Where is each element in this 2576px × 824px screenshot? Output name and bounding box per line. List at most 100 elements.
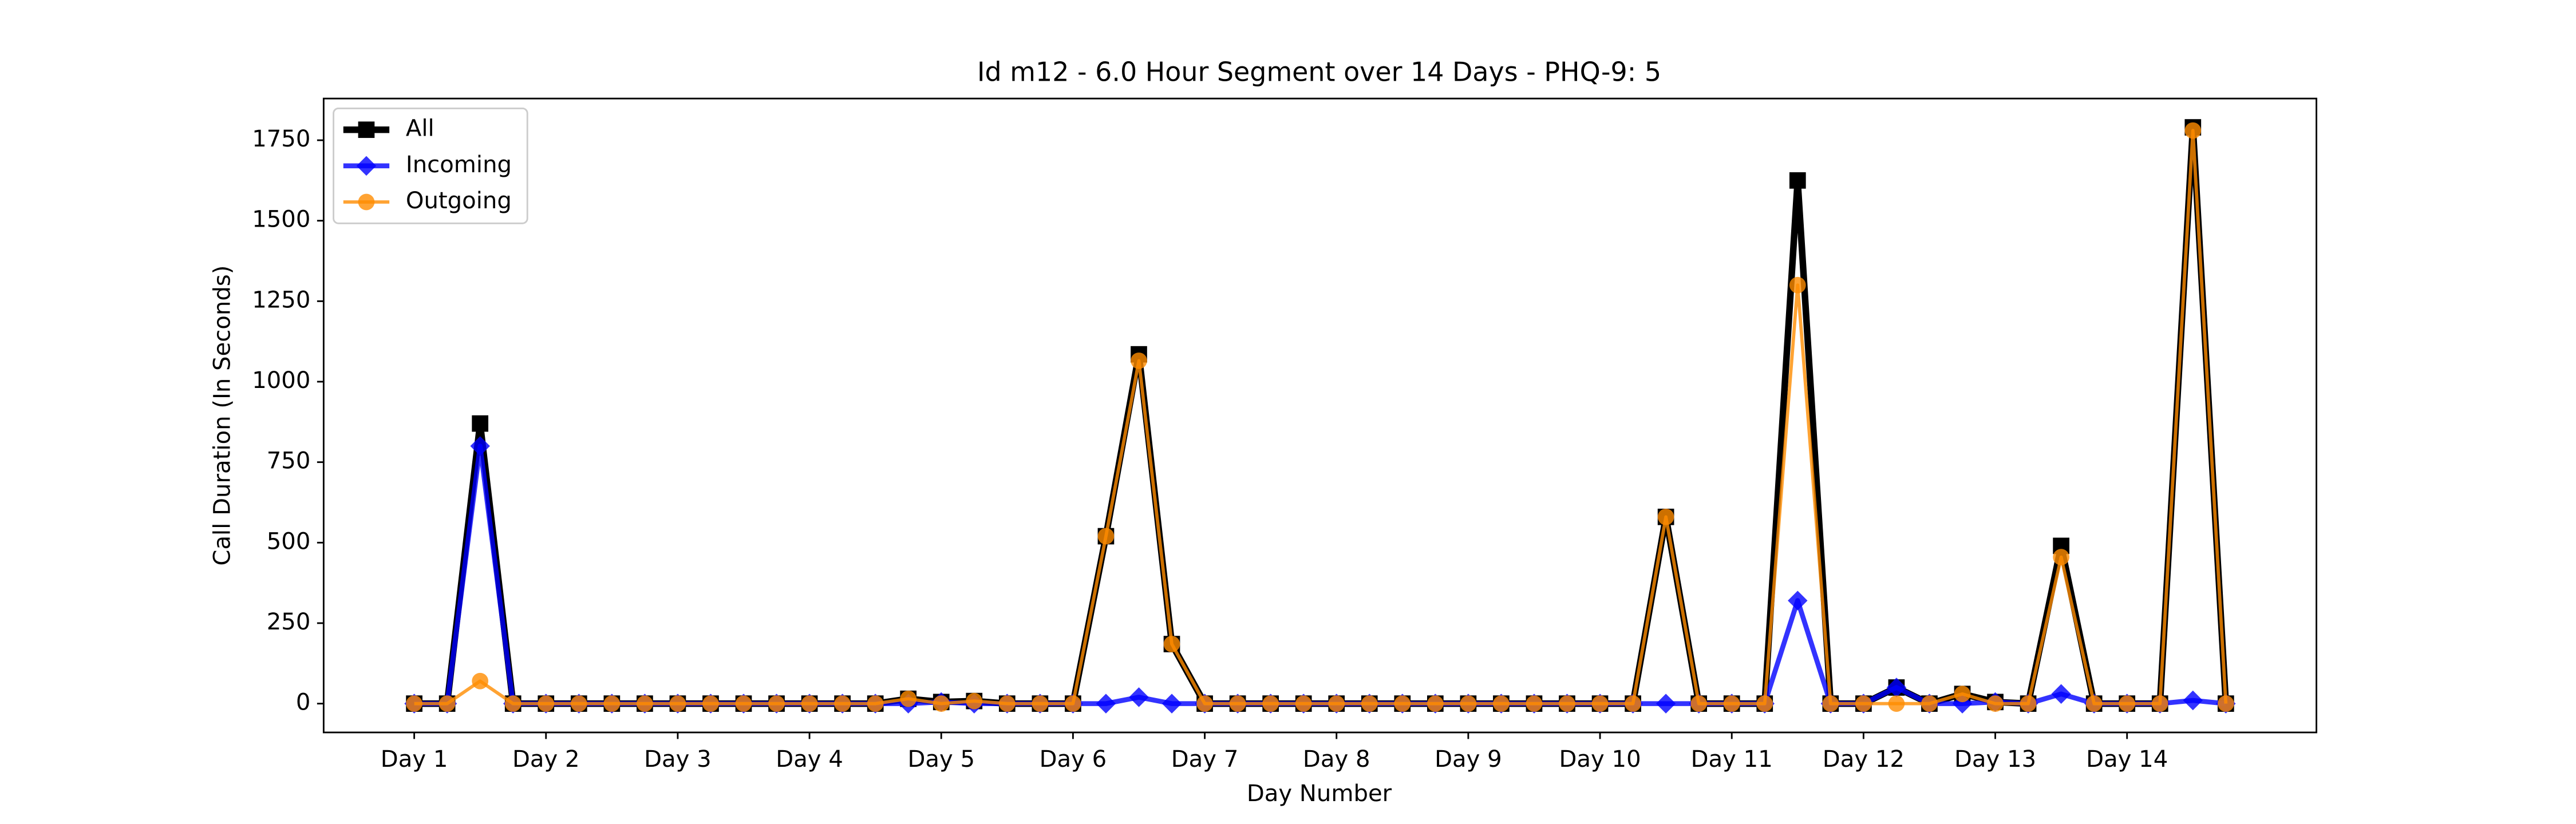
marker xyxy=(2053,549,2069,565)
marker xyxy=(1723,695,1740,712)
y-tick-label: 1500 xyxy=(252,207,310,233)
marker xyxy=(504,695,521,712)
marker xyxy=(1163,636,1180,652)
marker xyxy=(1789,276,1806,294)
marker xyxy=(998,695,1016,712)
marker xyxy=(1954,686,1971,703)
x-tick-label: Day 2 xyxy=(512,746,580,772)
x-tick-label: Day 12 xyxy=(1823,746,1905,772)
y-tick-label: 0 xyxy=(296,690,311,716)
marker xyxy=(406,695,422,712)
plot-frame xyxy=(322,97,2317,734)
marker xyxy=(1756,695,1773,712)
marker xyxy=(669,695,686,712)
marker xyxy=(472,415,489,432)
marker xyxy=(1493,695,1510,712)
marker xyxy=(1591,695,1609,712)
marker xyxy=(2151,695,2168,712)
marker xyxy=(801,695,818,712)
marker xyxy=(2085,695,2103,712)
x-tick-label: Day 9 xyxy=(1435,746,1502,772)
x-tick-label: Day 10 xyxy=(1559,746,1641,772)
x-axis-label: Day Number xyxy=(1247,781,1392,807)
chart-title: Id m12 - 6.0 Hour Segment over 14 Days -… xyxy=(977,57,1661,88)
marker xyxy=(538,695,555,712)
marker xyxy=(867,695,884,712)
marker xyxy=(637,695,653,712)
y-axis-label: Call Duration (In Seconds) xyxy=(209,266,235,566)
marker xyxy=(1987,695,2004,712)
x-tick-label: Day 5 xyxy=(907,746,975,772)
x-tick-label: Day 14 xyxy=(2086,746,2168,772)
marker xyxy=(1888,695,1905,712)
marker xyxy=(1295,695,1312,712)
marker xyxy=(1032,695,1049,712)
marker xyxy=(1096,694,1116,714)
marker xyxy=(1131,352,1147,369)
y-tick-label: 500 xyxy=(267,528,311,554)
x-tick-label: Day 4 xyxy=(776,746,843,772)
marker xyxy=(1788,591,1808,611)
marker xyxy=(2020,695,2037,712)
marker xyxy=(768,695,785,712)
y-tick-label: 1250 xyxy=(252,287,310,313)
marker xyxy=(1427,695,1444,712)
y-tick-label: 1000 xyxy=(252,367,310,394)
marker xyxy=(1690,695,1708,712)
marker xyxy=(1460,695,1477,712)
marker xyxy=(2184,122,2202,139)
marker xyxy=(358,193,375,211)
marker xyxy=(2217,695,2234,712)
marker xyxy=(1526,695,1543,712)
legend-label: All xyxy=(406,116,434,142)
marker xyxy=(834,695,851,712)
x-tick-label: Day 1 xyxy=(381,746,448,772)
marker xyxy=(470,436,490,456)
marker xyxy=(966,692,983,710)
marker xyxy=(1229,695,1246,712)
marker xyxy=(1361,695,1378,712)
marker xyxy=(358,121,375,138)
legend-label: Incoming xyxy=(406,152,512,178)
series-line xyxy=(414,124,2230,707)
marker xyxy=(1625,695,1641,712)
marker xyxy=(2183,690,2203,711)
legend-frame xyxy=(333,107,528,224)
x-tick-label: Day 8 xyxy=(1303,746,1370,772)
x-tick-label: Day 3 xyxy=(644,746,712,772)
marker xyxy=(1559,695,1575,712)
x-tick-label: Day 7 xyxy=(1171,746,1239,772)
marker xyxy=(472,672,489,690)
legend: All Incoming Outgoing xyxy=(333,107,528,224)
marker xyxy=(570,695,587,712)
marker xyxy=(1161,694,1182,714)
marker xyxy=(1656,694,1676,714)
marker xyxy=(356,156,377,176)
marker xyxy=(1886,678,1907,698)
marker xyxy=(1657,508,1674,525)
marker xyxy=(702,695,719,712)
y-tick-label: 750 xyxy=(267,448,311,474)
legend-label: Outgoing xyxy=(406,188,512,214)
marker xyxy=(1822,695,1839,712)
marker xyxy=(1262,695,1279,712)
marker xyxy=(1097,528,1115,545)
series-line xyxy=(414,129,2228,706)
marker xyxy=(1789,172,1806,189)
marker xyxy=(2119,695,2136,712)
marker xyxy=(1328,695,1345,712)
series-line xyxy=(414,443,2226,706)
marker xyxy=(1129,687,1149,707)
x-tick-label: Day 13 xyxy=(1954,746,2036,772)
marker xyxy=(1065,695,1081,712)
marker xyxy=(735,695,752,712)
marker xyxy=(1921,695,1938,712)
marker xyxy=(933,695,950,712)
marker xyxy=(438,695,456,712)
x-tick-label: Day 11 xyxy=(1691,746,1773,772)
y-tick-label: 250 xyxy=(267,609,311,635)
marker xyxy=(900,690,917,707)
marker xyxy=(1855,695,1872,712)
marker xyxy=(1394,695,1411,712)
